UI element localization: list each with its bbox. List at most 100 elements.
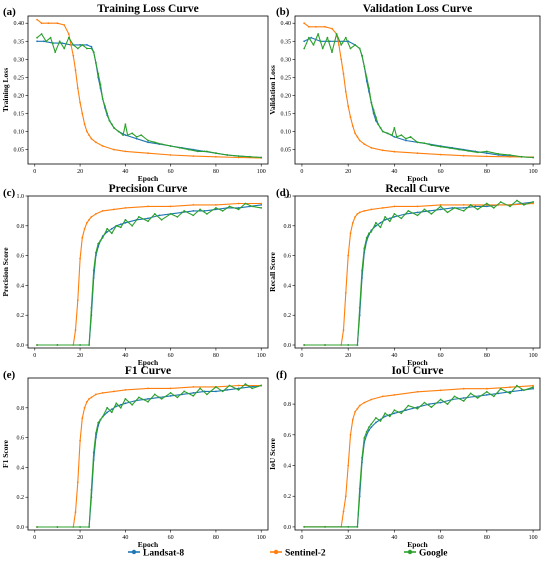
data-point-google — [215, 207, 217, 209]
data-point-sentinel-2 — [356, 213, 359, 215]
data-point-sentinel-2 — [324, 25, 326, 28]
data-point-sentinel-2 — [532, 384, 534, 387]
data-point-sentinel-2 — [83, 227, 86, 230]
data-point-google — [375, 116, 377, 118]
data-point-google — [423, 142, 426, 145]
data-point-google — [153, 393, 156, 396]
data-point-sentinel-2 — [47, 22, 50, 25]
data-point-google — [199, 387, 202, 390]
legend-label-landsat-8: Landsat-8 — [143, 549, 184, 559]
y-axis-label: IoU Score — [268, 437, 277, 469]
series-line-sentinel-2 — [37, 202, 262, 346]
y-tick-label: 0.6 — [17, 254, 25, 260]
data-point-google — [370, 101, 373, 104]
data-point-google — [365, 76, 368, 79]
data-point-google — [416, 141, 419, 144]
panel-label: (b) — [276, 6, 290, 18]
x-axis-label: Epoch — [138, 174, 159, 183]
data-point-sentinel-2 — [462, 204, 465, 206]
data-point-landsat-8 — [86, 44, 88, 46]
data-point-sentinel-2 — [36, 18, 38, 21]
data-point-sentinel-2 — [124, 207, 127, 209]
data-point-google — [126, 134, 129, 137]
data-point-landsat-8 — [119, 403, 122, 406]
data-point-google — [86, 47, 88, 50]
data-point-google — [430, 406, 433, 409]
data-point-sentinel-2 — [237, 384, 240, 387]
data-point-google — [365, 430, 368, 433]
data-point-google — [79, 344, 81, 346]
data-point-google — [92, 269, 95, 272]
data-point-landsat-8 — [115, 405, 118, 408]
data-point-google — [90, 488, 93, 491]
y-tick-label: 0.20 — [281, 93, 292, 99]
chart-f1: (e) F1 Curve 0 20 40 60 80 100 0.0 0.2 0.4 0.6 0.8 Ep… — [1, 365, 269, 549]
x-tick-label: 80 — [213, 535, 219, 541]
y-tick-label: 0.0 — [17, 525, 25, 531]
data-point-sentinel-2 — [358, 404, 361, 407]
data-point-sentinel-2 — [363, 143, 366, 146]
data-point-google — [379, 420, 382, 422]
data-point-sentinel-2 — [79, 439, 81, 442]
x-tick-label: 40 — [122, 535, 128, 541]
legend: Landsat-8 Sentinel-2 Google — [128, 549, 448, 559]
data-point-landsat-8 — [370, 426, 373, 428]
data-point-google — [358, 487, 361, 490]
data-point-google — [400, 134, 403, 137]
data-point-google — [192, 395, 195, 397]
series-line-sentinel-2 — [36, 19, 262, 159]
data-point-landsat-8 — [124, 221, 127, 224]
data-point-google — [393, 213, 396, 215]
x-tick-label: 40 — [122, 353, 128, 359]
series-line-google — [37, 383, 262, 528]
y-tick-label: 0.4 — [284, 464, 292, 470]
data-point-google — [377, 123, 380, 126]
data-point-sentinel-2 — [192, 204, 195, 206]
data-point-sentinel-2 — [169, 205, 172, 208]
chart-training_loss: (a) Training Loss Curve 0 20 40 60 80 100 0.05 0.… — [1, 3, 269, 183]
y-tick-label: 0.6 — [284, 433, 292, 439]
data-point-google — [215, 152, 217, 155]
y-tick-label: 0.35 — [281, 39, 292, 45]
data-point-google — [324, 526, 326, 528]
data-point-google — [147, 220, 149, 223]
data-point-sentinel-2 — [356, 407, 359, 410]
data-point-sentinel-2 — [416, 152, 419, 155]
x-tick-label: 60 — [438, 169, 444, 175]
x-tick-label: 100 — [529, 353, 538, 359]
data-point-google — [363, 437, 366, 439]
data-point-google — [485, 390, 488, 393]
data-point-landsat-8 — [375, 224, 377, 227]
data-point-sentinel-2 — [393, 150, 396, 153]
data-point-google — [99, 418, 102, 421]
data-point-sentinel-2 — [124, 150, 127, 153]
y-tick-label: 0.8 — [17, 406, 25, 412]
data-point-sentinel-2 — [76, 299, 79, 302]
data-point-google — [95, 62, 97, 64]
data-point-sentinel-2 — [485, 204, 488, 206]
data-point-sentinel-2 — [90, 396, 93, 399]
axes-frame — [294, 195, 541, 349]
data-point-google — [423, 208, 426, 211]
data-point-landsat-8 — [215, 390, 217, 393]
data-point-sentinel-2 — [347, 254, 350, 257]
data-point-google — [453, 207, 456, 209]
x-tick-label: 40 — [391, 169, 397, 175]
x-tick-label: 80 — [484, 353, 490, 359]
data-point-google — [361, 269, 363, 272]
data-point-google — [423, 401, 426, 404]
data-point-sentinel-2 — [81, 236, 84, 239]
data-point-sentinel-2 — [260, 202, 263, 205]
y-tick-label: 0.15 — [281, 111, 292, 117]
data-point-sentinel-2 — [439, 389, 442, 392]
chart-title: IoU Curve — [391, 365, 443, 377]
y-tick-label: 0.8 — [17, 224, 25, 230]
data-point-sentinel-2 — [308, 25, 310, 28]
data-point-google — [532, 201, 534, 203]
data-point-google — [122, 134, 124, 137]
data-point-google — [439, 398, 442, 401]
x-tick-label: 0 — [300, 535, 303, 541]
data-point-google — [449, 147, 451, 150]
x-tick-label: 40 — [391, 535, 397, 541]
data-point-google — [516, 199, 518, 202]
